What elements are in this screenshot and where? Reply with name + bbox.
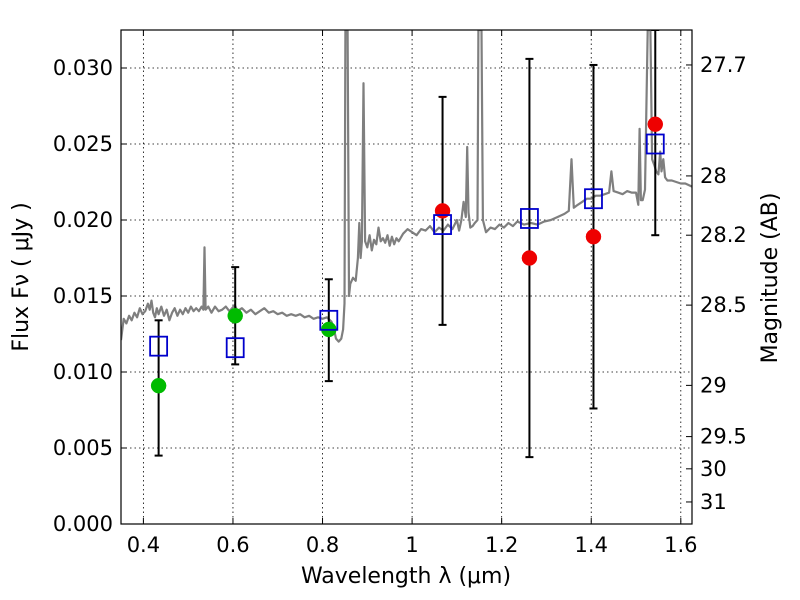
x-tick-label: 0.4 <box>127 533 160 557</box>
axes-ticks: 0.4 0.6 0.8 1 1.2 1.4 1.6 0.000 0.005 0.010 0.015 0… <box>53 30 747 557</box>
mag-tick-label: 28 <box>700 164 727 188</box>
y-tick-label: 0.010 <box>53 360 113 384</box>
model-photometry-square <box>149 335 169 357</box>
mag-tick-label: 31 <box>700 490 727 514</box>
x-tick-label: 1.4 <box>575 533 608 557</box>
x-tick-label: 1.2 <box>485 533 518 557</box>
x-tick-label: 0.8 <box>306 533 339 557</box>
model-photometry-square <box>319 309 339 331</box>
x-axis-title: Wavelength λ (μm) <box>301 564 511 589</box>
y-tick-label: 0.015 <box>53 284 113 308</box>
non-detection-point <box>647 116 664 132</box>
model-photometry-square <box>584 188 603 210</box>
y-tick-label: 0.020 <box>53 208 113 232</box>
detection-point <box>150 377 167 394</box>
plot-area <box>121 30 692 459</box>
non-detection-point <box>434 203 451 219</box>
y-tick-label: 0.025 <box>53 132 113 156</box>
mag-tick-label: 28.5 <box>700 293 747 317</box>
non-detection-point <box>521 250 538 266</box>
y-axis-title: Flux Fν ( μJy ) <box>9 202 34 351</box>
model-photometry-square <box>645 133 665 155</box>
model-photometry-square <box>433 214 452 235</box>
mag-tick-label: 29.5 <box>700 425 747 449</box>
mag-tick-label: 30 <box>700 457 727 481</box>
x-tick-label: 1.6 <box>664 533 697 557</box>
y-tick-label: 0.000 <box>53 512 113 536</box>
non-detection-point <box>585 228 602 245</box>
model-photometry-square <box>520 208 539 229</box>
y-tick-label: 0.005 <box>53 436 113 460</box>
x-tick-label: 1 <box>405 533 418 557</box>
mag-tick-label: 29 <box>700 373 727 397</box>
mag-tick-label: 28.2 <box>700 223 747 247</box>
y2-axis-title: Magnitude (AB) <box>758 193 783 364</box>
y-tick-label: 0.030 <box>53 56 113 80</box>
model-photometry-square <box>225 337 245 359</box>
mag-tick-label: 27.7 <box>700 53 747 77</box>
x-tick-label: 0.6 <box>216 533 249 557</box>
detection-point <box>227 308 243 324</box>
spectrum-line <box>121 30 692 343</box>
plot-frame <box>120 29 693 525</box>
